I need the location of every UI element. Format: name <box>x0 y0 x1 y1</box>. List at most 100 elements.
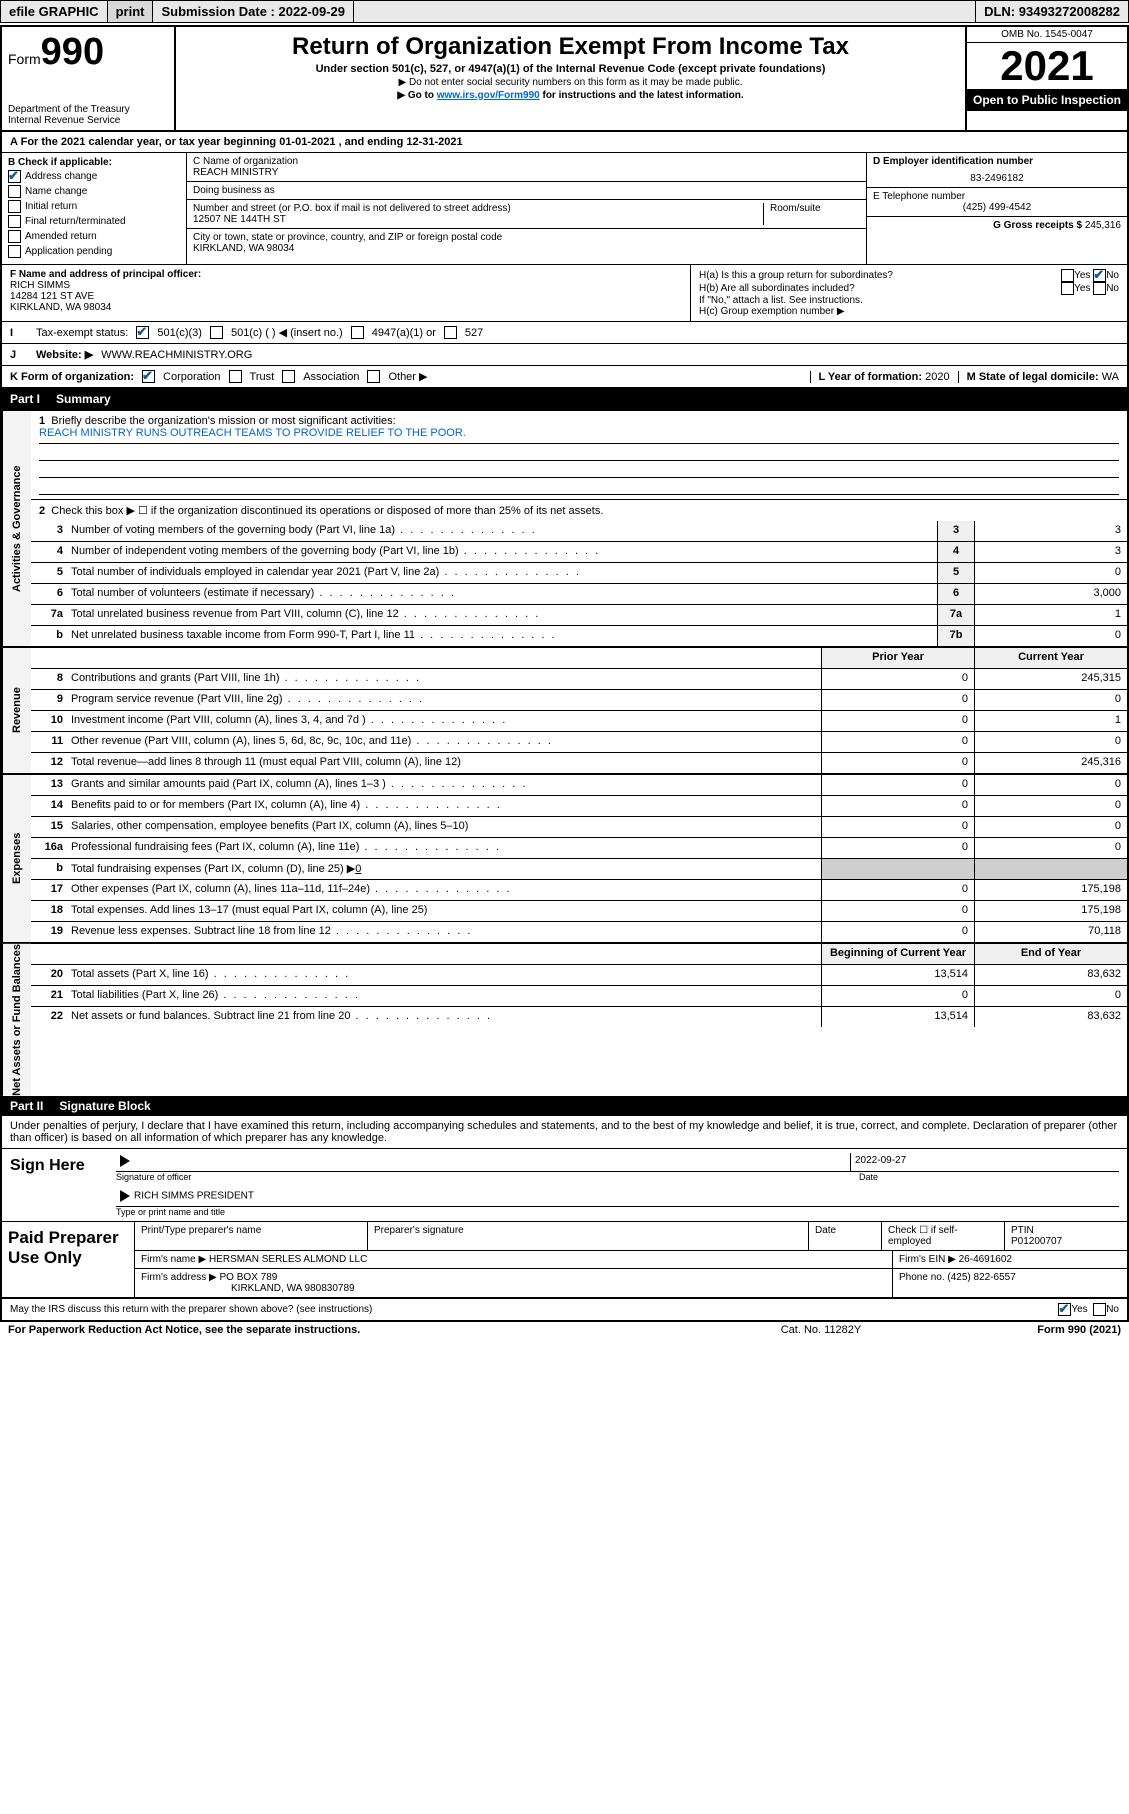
l20-begin: 13,514 <box>821 965 974 985</box>
org-name: REACH MINISTRY <box>193 167 860 178</box>
checkbox-hb-no[interactable] <box>1093 282 1106 295</box>
city-label: City or town, state or province, country… <box>193 232 860 243</box>
ein-value: 83-2496182 <box>873 167 1121 184</box>
room-label: Room/suite <box>770 203 860 214</box>
part-2-header: Part II Signature Block <box>2 1096 1127 1116</box>
tax-status-label: Tax-exempt status: <box>36 327 128 339</box>
checkbox-discuss-yes[interactable] <box>1058 1303 1071 1316</box>
page-footer: For Paperwork Reduction Act Notice, see … <box>0 1322 1129 1342</box>
tab-revenue: Revenue <box>2 648 31 773</box>
col-c-org-info: C Name of organization REACH MINISTRY Do… <box>187 153 866 264</box>
form-prefix: Form <box>8 51 41 67</box>
open-to-public: Open to Public Inspection <box>967 89 1127 111</box>
print-button[interactable]: print <box>108 1 154 22</box>
submission-date-value: 2022-09-29 <box>279 4 346 19</box>
l-value: 2020 <box>925 371 949 383</box>
l17-current: 175,198 <box>974 880 1127 900</box>
paid-preparer-section: Paid Preparer Use Only Print/Type prepar… <box>2 1222 1127 1299</box>
city-value: KIRKLAND, WA 98034 <box>193 243 860 254</box>
line-1: 1 Briefly describe the organization's mi… <box>31 411 1127 499</box>
arrow-icon <box>120 1155 130 1167</box>
checkbox-4947[interactable] <box>351 326 364 339</box>
sign-here-label: Sign Here <box>2 1149 108 1221</box>
firm-name: HERSMAN SERLES ALMOND LLC <box>209 1254 367 1265</box>
checkbox-ha-yes[interactable] <box>1061 269 1074 282</box>
addr-label: Number and street (or P.O. box if mail i… <box>193 203 763 214</box>
m-value: WA <box>1102 371 1119 383</box>
prep-name-label: Print/Type preparer's name <box>135 1222 368 1250</box>
form-990-label: Form990 <box>8 31 168 74</box>
header-right: OMB No. 1545-0047 2021 Open to Public In… <box>965 27 1127 130</box>
dba-label: Doing business as <box>193 185 860 196</box>
checkbox-initial-return[interactable] <box>8 200 21 213</box>
form-header: Form990 Department of the Treasury Inter… <box>2 27 1127 132</box>
dept-treasury: Department of the Treasury <box>8 104 168 115</box>
officer-addr2: KIRKLAND, WA 98034 <box>10 302 682 313</box>
part-1-label: Part I <box>10 392 40 406</box>
ptin-value: P01200707 <box>1011 1236 1062 1247</box>
col-b-label: B Check if applicable: <box>8 157 180 168</box>
checkbox-hb-yes[interactable] <box>1061 282 1074 295</box>
tax-period-text: For the 2021 calendar year, or tax year … <box>21 136 463 148</box>
checkbox-name-change[interactable] <box>8 185 21 198</box>
top-toolbar: efile GRAPHIC print Submission Date : 20… <box>0 0 1129 23</box>
checkbox-corp[interactable] <box>142 370 155 383</box>
row-k-form-org: K Form of organization: Corporation Trus… <box>2 366 1127 389</box>
checkbox-trust[interactable] <box>229 370 242 383</box>
sig-date-value: 2022-09-27 <box>850 1153 1119 1171</box>
principal-officer: F Name and address of principal officer:… <box>2 265 691 321</box>
irs-link[interactable]: www.irs.gov/Form990 <box>437 90 540 101</box>
row-f-h: F Name and address of principal officer:… <box>2 265 1127 322</box>
checkbox-other[interactable] <box>367 370 380 383</box>
dln-label: DLN: <box>984 4 1015 19</box>
prep-sig-label: Preparer's signature <box>368 1222 809 1250</box>
checkbox-501c[interactable] <box>210 326 223 339</box>
paid-preparer-label: Paid Preparer Use Only <box>2 1222 135 1297</box>
officer-label: F Name and address of principal officer: <box>10 269 682 280</box>
l2-desc: Check this box ▶ ☐ if the organization d… <box>51 505 603 517</box>
efile-label: efile GRAPHIC <box>1 1 108 22</box>
col-d-right: D Employer identification number 83-2496… <box>866 153 1127 264</box>
l3-value: 3 <box>974 521 1127 541</box>
prep-date-label: Date <box>809 1222 882 1250</box>
checkbox-discuss-no[interactable] <box>1093 1303 1106 1316</box>
checkbox-assoc[interactable] <box>282 370 295 383</box>
gross-value: 245,316 <box>1085 220 1121 231</box>
org-name-label: C Name of organization <box>193 156 860 167</box>
l8-current: 245,315 <box>974 669 1127 689</box>
cat-number: Cat. No. 11282Y <box>721 1324 921 1336</box>
hb-label: H(b) Are all subordinates included? <box>699 283 1061 294</box>
checkbox-final-return[interactable] <box>8 215 21 228</box>
tab-expenses: Expenses <box>2 775 31 942</box>
l22-end: 83,632 <box>974 1007 1127 1027</box>
part-2-title: Signature Block <box>59 1099 150 1113</box>
col-beginning: Beginning of Current Year <box>821 944 974 964</box>
l1-desc: Briefly describe the organization's miss… <box>51 415 395 427</box>
sign-here-row: Sign Here 2022-09-27 Signature of office… <box>2 1149 1127 1222</box>
sig-officer-label: Signature of officer <box>116 1172 859 1182</box>
l18-current: 175,198 <box>974 901 1127 921</box>
checkbox-ha-no[interactable] <box>1093 269 1106 282</box>
l4-value: 3 <box>974 542 1127 562</box>
hb-note: If "No," attach a list. See instructions… <box>699 295 1119 306</box>
name-title-label: Type or print name and title <box>116 1207 1119 1217</box>
sig-date-label: Date <box>859 1172 1119 1182</box>
omb-number: OMB No. 1545-0047 <box>967 27 1127 43</box>
info-grid: B Check if applicable: Address change Na… <box>2 153 1127 265</box>
tax-year: 2021 <box>967 43 1127 89</box>
dln-value: 93493272008282 <box>1019 4 1120 19</box>
firm-ein: 26-4691602 <box>959 1254 1012 1265</box>
checkbox-527[interactable] <box>444 326 457 339</box>
l1-mission-text: REACH MINISTRY RUNS OUTREACH TEAMS TO PR… <box>39 427 1119 444</box>
l20-end: 83,632 <box>974 965 1127 985</box>
phone-value: (425) 499-4542 <box>873 202 1121 213</box>
ein-label: D Employer identification number <box>873 156 1121 167</box>
section-expenses: Expenses 13Grants and similar amounts pa… <box>2 773 1127 942</box>
row-j-website: J Website: ▶ WWW.REACHMINISTRY.ORG <box>2 344 1127 366</box>
checkbox-app-pending[interactable] <box>8 245 21 258</box>
checkbox-501c3[interactable] <box>136 326 149 339</box>
checkbox-address-change[interactable] <box>8 170 21 183</box>
tax-period-row: A For the 2021 calendar year, or tax yea… <box>2 132 1127 153</box>
line-2: 2 Check this box ▶ ☐ if the organization… <box>31 499 1127 521</box>
checkbox-amended[interactable] <box>8 230 21 243</box>
